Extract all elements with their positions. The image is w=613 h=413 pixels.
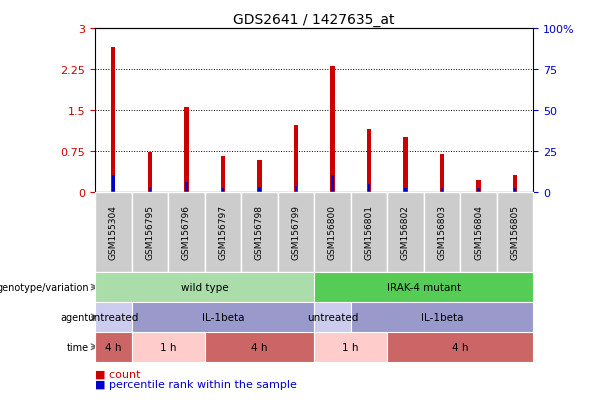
Text: agent: agent	[61, 312, 89, 322]
Text: 4 h: 4 h	[251, 342, 268, 352]
Text: genotype/variation: genotype/variation	[0, 282, 89, 292]
Bar	[460, 192, 497, 273]
Text: GSM156800: GSM156800	[328, 205, 337, 260]
Bar	[351, 302, 533, 332]
Text: IRAK-4 mutant: IRAK-4 mutant	[387, 282, 461, 292]
Bar	[221, 189, 224, 192]
Bar	[95, 332, 132, 362]
Bar	[440, 155, 444, 192]
Text: wild type: wild type	[181, 282, 229, 292]
Bar	[148, 188, 151, 192]
Bar	[95, 302, 132, 332]
Bar	[441, 189, 443, 192]
Title: GDS2641 / 1427635_at: GDS2641 / 1427635_at	[234, 12, 395, 26]
Bar	[111, 48, 115, 192]
Text: 4 h: 4 h	[105, 342, 121, 352]
Bar	[387, 192, 424, 273]
Text: GSM156795: GSM156795	[145, 205, 154, 260]
Text: GSM156797: GSM156797	[218, 205, 227, 260]
Bar	[476, 180, 481, 192]
Bar	[184, 108, 189, 192]
Bar	[314, 332, 387, 362]
Text: GSM156802: GSM156802	[401, 205, 410, 260]
Bar	[367, 130, 371, 192]
Bar	[185, 182, 188, 192]
Bar	[497, 192, 533, 273]
Bar	[404, 189, 407, 192]
Bar	[368, 185, 370, 192]
Bar	[514, 189, 516, 192]
Bar	[294, 126, 298, 192]
Bar	[132, 302, 314, 332]
Text: 1 h: 1 h	[343, 342, 359, 352]
Text: GSM156804: GSM156804	[474, 205, 483, 260]
Text: GSM156796: GSM156796	[182, 205, 191, 260]
Bar	[258, 188, 261, 192]
Text: 4 h: 4 h	[452, 342, 468, 352]
Bar	[112, 176, 115, 192]
Bar	[331, 176, 333, 192]
Bar	[513, 176, 517, 192]
Bar	[132, 192, 168, 273]
Bar	[205, 192, 241, 273]
Bar	[478, 189, 480, 192]
Text: GSM156799: GSM156799	[291, 205, 300, 260]
Bar	[351, 192, 387, 273]
Bar	[424, 192, 460, 273]
Text: GSM156803: GSM156803	[438, 205, 446, 260]
Bar	[95, 273, 314, 302]
Text: ■ count: ■ count	[95, 369, 140, 379]
Bar	[387, 332, 533, 362]
Text: untreated: untreated	[306, 312, 358, 322]
Bar	[314, 273, 533, 302]
Bar	[257, 161, 262, 192]
Text: time: time	[67, 342, 89, 352]
Bar	[148, 153, 152, 192]
Bar	[168, 192, 205, 273]
Text: GSM156798: GSM156798	[255, 205, 264, 260]
Bar	[403, 138, 408, 192]
Bar	[95, 192, 132, 273]
Text: untreated: untreated	[88, 312, 139, 322]
Bar	[330, 67, 335, 192]
Bar	[278, 192, 314, 273]
Text: 1 h: 1 h	[160, 342, 177, 352]
Bar	[221, 157, 225, 192]
Text: IL-1beta: IL-1beta	[421, 312, 463, 322]
Text: GSM155304: GSM155304	[109, 205, 118, 260]
Bar	[314, 192, 351, 273]
Text: IL-1beta: IL-1beta	[202, 312, 244, 322]
Bar	[132, 332, 205, 362]
Text: GSM156805: GSM156805	[511, 205, 520, 260]
Bar	[241, 192, 278, 273]
Bar	[205, 332, 314, 362]
Bar	[295, 186, 297, 192]
Text: ■ percentile rank within the sample: ■ percentile rank within the sample	[95, 380, 297, 389]
Bar	[314, 302, 351, 332]
Text: GSM156801: GSM156801	[365, 205, 373, 260]
